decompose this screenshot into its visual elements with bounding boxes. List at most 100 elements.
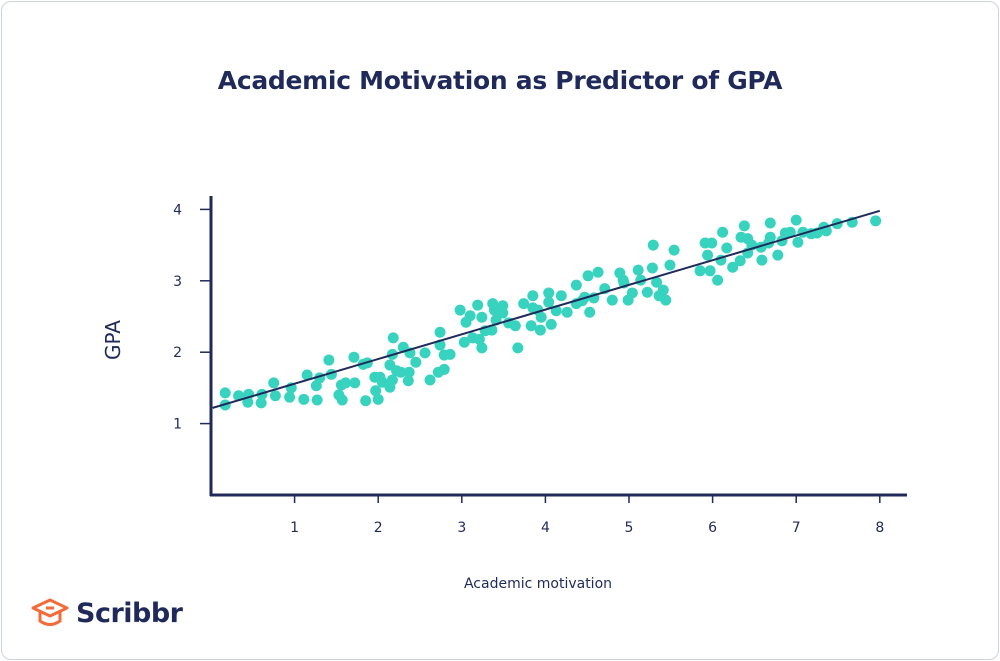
data-point	[756, 254, 768, 266]
trend-line	[212, 209, 881, 409]
data-point	[403, 366, 415, 378]
x-tick-label: 5	[625, 520, 634, 536]
data-point	[242, 396, 254, 408]
data-point	[790, 214, 802, 226]
data-point	[340, 377, 352, 389]
data-point	[712, 274, 724, 286]
data-point	[647, 239, 659, 251]
data-point	[570, 279, 582, 291]
data-point	[402, 375, 414, 387]
data-point	[870, 215, 882, 227]
data-point	[512, 342, 524, 354]
data-point	[527, 290, 539, 302]
data-point	[651, 276, 663, 288]
data-point	[323, 354, 335, 366]
data-point	[734, 255, 746, 267]
data-point	[543, 296, 555, 308]
data-point	[268, 377, 280, 389]
data-point	[219, 387, 231, 399]
x-tick-label: 6	[708, 520, 717, 536]
data-point	[444, 348, 456, 360]
data-point	[784, 226, 796, 238]
data-point	[660, 294, 672, 306]
data-point	[298, 393, 310, 405]
data-point	[702, 249, 714, 261]
scribbr-logo: Scribbr	[30, 597, 183, 629]
data-point	[592, 266, 604, 278]
y-tick-label: 4	[173, 202, 182, 218]
data-point	[632, 264, 644, 276]
data-point	[301, 369, 313, 381]
x-tick-label: 4	[541, 520, 550, 536]
data-point	[664, 259, 676, 271]
data-point	[545, 318, 557, 330]
x-tick-label: 1	[290, 520, 299, 536]
data-point	[584, 306, 596, 318]
data-point	[434, 326, 446, 338]
data-point	[606, 294, 618, 306]
data-point	[534, 324, 546, 336]
data-point	[424, 374, 436, 386]
data-point	[641, 286, 653, 298]
data-point	[372, 393, 384, 405]
x-tick-label: 3	[457, 520, 466, 536]
data-point	[333, 389, 345, 401]
data-point	[792, 236, 804, 248]
data-point	[721, 242, 733, 254]
data-point	[509, 320, 521, 332]
data-point	[487, 298, 499, 310]
data-point	[704, 265, 716, 277]
data-point	[706, 237, 718, 249]
data-point	[646, 262, 658, 274]
data-point	[370, 385, 382, 397]
data-point	[387, 332, 399, 344]
data-point	[458, 336, 470, 348]
data-point	[694, 265, 706, 277]
y-axis-label: GPA	[101, 320, 125, 360]
data-point	[472, 299, 484, 311]
data-point	[476, 311, 488, 323]
data-point	[727, 261, 739, 273]
data-point	[555, 290, 567, 302]
data-point	[764, 231, 776, 243]
data-point	[255, 397, 267, 409]
y-tick-label: 2	[173, 345, 182, 361]
data-point	[764, 217, 776, 229]
data-point	[269, 390, 281, 402]
y-tick-label: 3	[173, 274, 182, 290]
data-point	[497, 300, 509, 312]
x-axis-label: Academic motivation	[464, 576, 612, 592]
data-point	[668, 244, 680, 256]
data-point	[772, 249, 784, 261]
y-tick-label: 1	[173, 417, 182, 433]
graduation-cap-icon	[31, 598, 69, 626]
chart-title: Academic Motivation as Predictor of GPA	[217, 66, 783, 95]
data-point	[284, 391, 296, 403]
data-point	[738, 220, 750, 232]
data-point	[525, 320, 537, 332]
data-point	[657, 284, 669, 296]
data-point	[464, 310, 476, 322]
data-point	[454, 304, 466, 316]
data-point	[486, 324, 498, 336]
data-point	[473, 333, 485, 345]
data-point	[311, 394, 323, 406]
data-point	[438, 363, 450, 375]
x-tick-label: 7	[792, 520, 801, 536]
data-point	[543, 287, 555, 299]
data-point	[349, 377, 361, 389]
x-tick-label: 2	[374, 520, 383, 536]
data-point	[535, 311, 547, 323]
data-point	[561, 306, 573, 318]
x-tick-label: 8	[875, 520, 884, 536]
data-point	[386, 374, 398, 386]
data-point	[518, 298, 530, 310]
data-point	[419, 347, 431, 359]
data-point	[717, 226, 729, 238]
data-point	[410, 356, 422, 368]
data-point	[582, 270, 594, 282]
data-point	[476, 342, 488, 354]
data-point	[395, 366, 407, 378]
